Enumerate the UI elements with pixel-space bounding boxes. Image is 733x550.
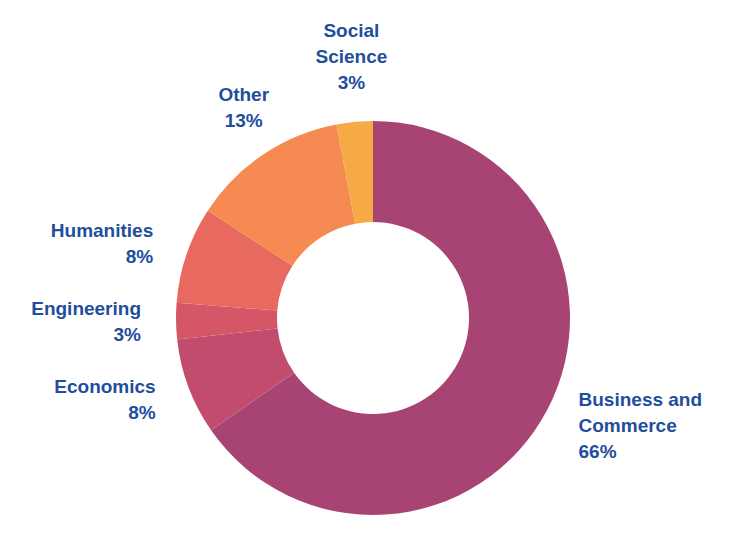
- value-label: 8%: [128, 402, 156, 423]
- category-label: Business and Commerce: [579, 389, 703, 436]
- slice: [177, 328, 294, 430]
- label-line: Other: [218, 84, 269, 105]
- category-label: Humanities: [51, 220, 153, 241]
- value-label: 3%: [338, 72, 366, 93]
- category-label: Engineering: [31, 298, 141, 319]
- category-label: Other: [218, 84, 269, 105]
- category-label: Economics: [54, 376, 155, 397]
- value-label: 13%: [225, 110, 263, 131]
- slices: [176, 121, 570, 515]
- label-line: Economics: [54, 376, 155, 397]
- category-label: Social Science: [315, 20, 387, 67]
- slice: [208, 124, 355, 265]
- value-label: 8%: [126, 246, 154, 267]
- value-label: 66%: [579, 441, 617, 462]
- label-line: Social: [323, 20, 379, 41]
- label-line: Humanities: [51, 220, 153, 241]
- labels: Business and Commerce 66% Economics 8% Engine…: [31, 20, 702, 462]
- label-line: Business and: [579, 389, 703, 410]
- label-line: Engineering: [31, 298, 141, 319]
- label-line: Science: [315, 46, 387, 67]
- donut-chart: Business and Commerce 66% Economics 8% Engine…: [0, 0, 733, 550]
- label-line: Commerce: [579, 415, 677, 436]
- chart-container: Business and Commerce 66% Economics 8% Engine…: [0, 0, 733, 550]
- slice: [336, 121, 373, 224]
- value-label: 3%: [114, 324, 142, 345]
